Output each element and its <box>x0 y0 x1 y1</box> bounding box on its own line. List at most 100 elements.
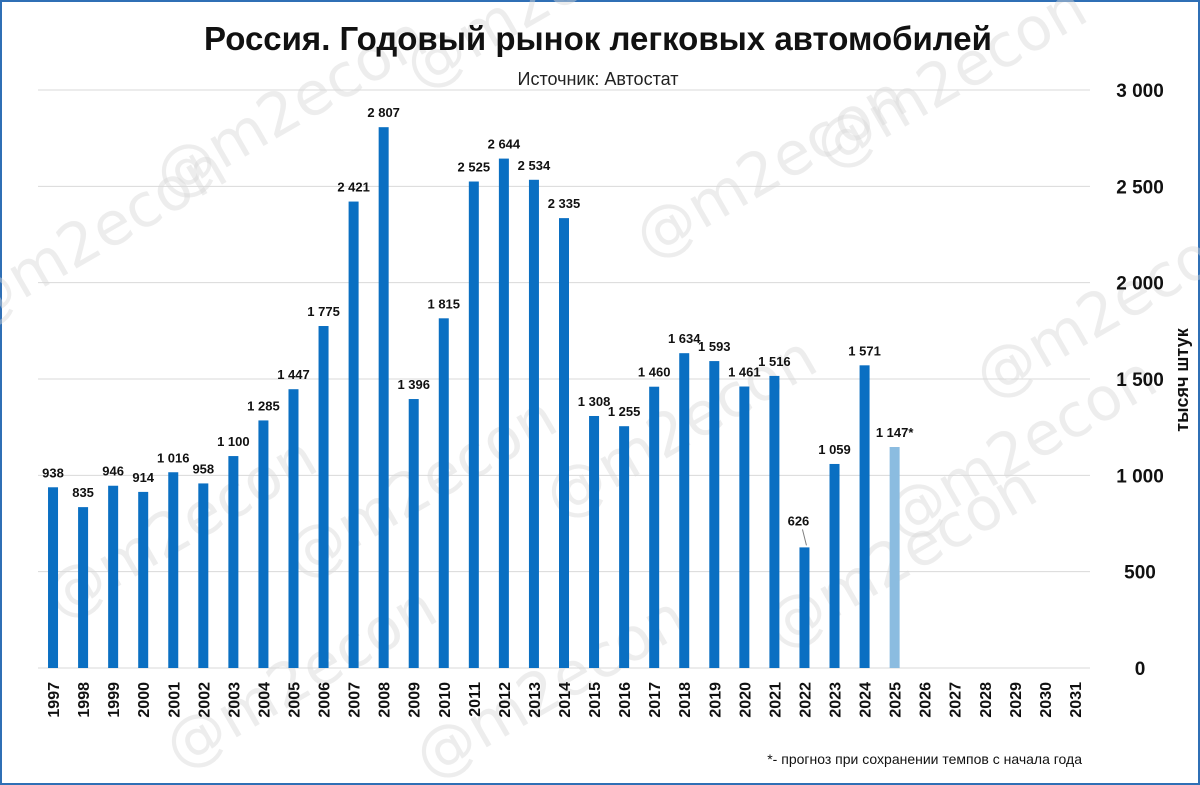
bar-2009 <box>408 399 419 668</box>
x-tick-label-2017: 2017 <box>647 682 664 718</box>
x-tick-label-1997: 1997 <box>46 682 63 718</box>
bar-2007 <box>348 201 359 668</box>
bar-2005 <box>288 389 299 668</box>
data-label-2002: 958 <box>192 461 214 476</box>
y-tick-label: 0 <box>1135 659 1146 680</box>
x-tick-label-2004: 2004 <box>256 682 273 718</box>
data-label-2018: 1 634 <box>668 331 701 346</box>
data-label-2019: 1 593 <box>698 339 731 354</box>
x-tick-label-2009: 2009 <box>407 682 424 718</box>
x-tick-label-2011: 2011 <box>467 682 484 717</box>
x-tick-label-2013: 2013 <box>527 682 544 718</box>
x-tick-label-2006: 2006 <box>317 682 334 718</box>
footnote: *- прогноз при сохранении темпов с начал… <box>767 751 1082 767</box>
x-tick-label-2007: 2007 <box>347 682 364 718</box>
data-label-2003: 1 100 <box>217 434 250 449</box>
bar-2014 <box>559 218 569 668</box>
bar-2023 <box>829 463 840 668</box>
x-tick-label-2005: 2005 <box>286 682 303 718</box>
bar-2001 <box>168 472 179 668</box>
data-label-2005: 1 447 <box>277 367 310 382</box>
data-label-2010: 1 815 <box>427 296 460 311</box>
bar-1997 <box>48 487 59 668</box>
data-label-2016: 1 255 <box>608 404 641 419</box>
data-label-2017: 1 460 <box>638 365 671 380</box>
watermark-text: @m2econ <box>153 572 449 783</box>
bar-2015 <box>589 415 600 668</box>
bar-2025 <box>889 447 900 668</box>
data-label-2021: 1 516 <box>758 354 791 369</box>
data-label-2006: 1 775 <box>307 304 340 319</box>
bars <box>48 127 900 669</box>
bar-2010 <box>438 318 449 668</box>
x-tick-label-2012: 2012 <box>497 682 514 718</box>
data-label-2009: 1 396 <box>397 377 430 392</box>
bar-2017 <box>649 386 660 668</box>
x-tick-label-2003: 2003 <box>226 682 243 718</box>
bar-2018 <box>679 353 690 668</box>
x-tick-label-2023: 2023 <box>828 682 845 718</box>
data-label-2007: 2 421 <box>337 180 370 195</box>
data-label-2011: 2 525 <box>458 160 491 175</box>
bar-2002 <box>198 483 209 668</box>
y-tick-label: 2 500 <box>1116 177 1164 198</box>
data-label-2000: 914 <box>132 470 154 485</box>
data-label-2025: 1 147* <box>876 425 915 440</box>
x-tick-label-2008: 2008 <box>377 682 394 718</box>
bar-2004 <box>258 420 269 668</box>
data-label-2014: 2 335 <box>548 196 581 211</box>
x-tick-label-2020: 2020 <box>737 682 754 718</box>
x-tick-label-2001: 2001 <box>166 682 183 718</box>
x-tick-label-2027: 2027 <box>948 682 965 718</box>
data-label-2013: 2 534 <box>518 158 551 173</box>
x-tick-label-2014: 2014 <box>557 682 574 718</box>
x-tick-label-2016: 2016 <box>617 682 634 718</box>
x-tick-label-2022: 2022 <box>797 682 814 718</box>
data-label-2008: 2 807 <box>367 105 400 120</box>
y-axis-ticks: 0 500 1 000 1 500 2 000 2 500 3 000 <box>1116 81 1164 680</box>
x-tick-label-2021: 2021 <box>767 682 784 718</box>
x-tick-label-2030: 2030 <box>1038 682 1055 718</box>
x-tick-label-2000: 2000 <box>136 682 153 718</box>
data-label-1997: 938 <box>42 465 64 480</box>
x-tick-label-1998: 1998 <box>76 682 93 718</box>
data-label-2015: 1 308 <box>578 394 611 409</box>
y-axis-label: тысяч штук <box>1172 327 1192 431</box>
y-tick-label: 2 000 <box>1116 274 1164 295</box>
bar-1999 <box>108 485 119 668</box>
bar-2003 <box>228 456 239 668</box>
x-tick-label-2028: 2028 <box>978 682 995 718</box>
data-label-2024: 1 571 <box>848 343 881 358</box>
bar-2000 <box>138 491 149 668</box>
bar-2013 <box>528 179 539 669</box>
x-tick-label-1999: 1999 <box>106 682 123 718</box>
data-label-2001: 1 016 <box>157 450 190 465</box>
x-tick-label-2029: 2029 <box>1008 682 1025 718</box>
bar-1998 <box>78 507 89 668</box>
x-tick-label-2010: 2010 <box>437 682 454 718</box>
bar-2006 <box>318 326 329 668</box>
x-tick-label-2015: 2015 <box>587 682 604 718</box>
x-tick-label-2002: 2002 <box>196 682 213 718</box>
x-tick-label-2031: 2031 <box>1068 682 1085 718</box>
x-axis-ticks: 1997 1998 1999 2000 2001 2002 2003 2004 2005 2006… <box>46 682 1085 718</box>
data-label-2023: 1 059 <box>818 442 851 457</box>
chart-title: Россия. Годовый рынок легковых автомобил… <box>204 20 992 57</box>
x-tick-label-2024: 2024 <box>858 682 875 718</box>
x-tick-label-2019: 2019 <box>707 682 724 718</box>
bar-2020 <box>739 386 750 668</box>
data-label-leader <box>801 529 807 546</box>
data-label-1998: 835 <box>72 485 94 500</box>
chart-subtitle: Источник: Автостат <box>518 69 679 89</box>
y-tick-label: 1 500 <box>1116 370 1164 391</box>
bar-2021 <box>769 375 780 668</box>
data-label-2020: 1 461 <box>728 365 761 380</box>
x-tick-label-2025: 2025 <box>888 682 905 718</box>
bar-2012 <box>498 158 509 668</box>
y-tick-label: 3 000 <box>1116 81 1164 102</box>
x-tick-label-2018: 2018 <box>677 682 694 718</box>
bar-2022 <box>799 547 810 668</box>
